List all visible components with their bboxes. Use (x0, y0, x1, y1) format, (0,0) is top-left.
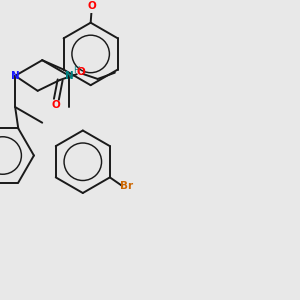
Text: N: N (11, 71, 20, 81)
Text: H: H (73, 66, 79, 75)
Text: O: O (51, 100, 60, 110)
Text: N: N (65, 71, 74, 81)
Text: Br: Br (120, 181, 133, 191)
Text: O: O (88, 1, 96, 11)
Text: O: O (76, 68, 85, 77)
